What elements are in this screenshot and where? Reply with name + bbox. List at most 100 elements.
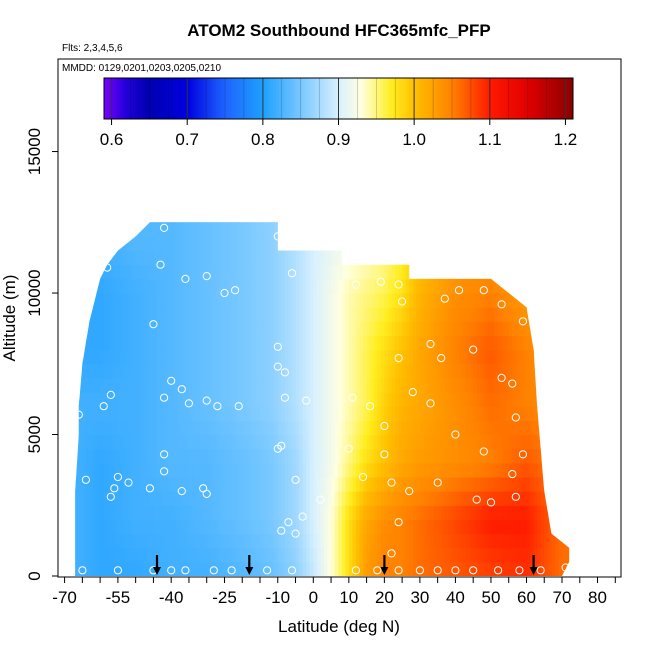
field-cell: [565, 236, 570, 252]
field-cell: [103, 236, 108, 252]
field-cell: [284, 561, 290, 577]
field-cell: [466, 505, 471, 521]
field-cell: [508, 222, 513, 223]
field-cell: [466, 434, 471, 450]
field-cell: [288, 519, 293, 535]
field-cell: [483, 335, 488, 351]
field-cell: [487, 476, 492, 492]
field-cell: [437, 278, 442, 294]
field-cell: [387, 533, 393, 549]
field-cell: [132, 321, 137, 337]
field-cell: [341, 349, 346, 365]
field-cell: [103, 505, 108, 521]
field-cell: [405, 533, 410, 549]
field-cell: [458, 448, 464, 464]
field-cell: [185, 434, 190, 450]
field-cell: [455, 406, 460, 421]
field-cell: [206, 250, 211, 266]
field-cell: [451, 505, 457, 521]
field-cell: [515, 547, 520, 563]
field-cell: [462, 349, 467, 365]
field-cell: [565, 448, 570, 464]
field-cell: [121, 462, 126, 478]
field-cell: [210, 476, 215, 492]
field-cell: [281, 505, 286, 521]
field-cell: [508, 250, 513, 266]
field-cell: [512, 533, 517, 549]
field-cell: [231, 547, 236, 563]
field-cell: [306, 392, 311, 407]
field-cell: [153, 505, 158, 521]
field-cell: [210, 377, 215, 393]
field-cell: [341, 335, 346, 351]
field-cell: [458, 561, 464, 577]
field-cell: [505, 519, 510, 535]
field-cell: [178, 222, 183, 238]
field-cell: [149, 533, 155, 549]
field-cell: [238, 547, 243, 563]
field-cell: [192, 377, 197, 393]
field-cell: [185, 519, 190, 535]
field-cell: [451, 307, 457, 322]
field-cell: [494, 321, 499, 337]
field-cell: [220, 377, 226, 393]
field-cell: [217, 321, 222, 337]
field-cell: [75, 476, 76, 492]
field-cell: [562, 519, 567, 535]
field-cell: [448, 307, 453, 322]
field-cell: [458, 222, 464, 238]
field-cell: [85, 392, 91, 407]
field-cell: [533, 264, 538, 280]
field-cell: [206, 335, 211, 351]
field-cell: [274, 505, 279, 521]
field-cell: [391, 561, 396, 577]
field-cell: [245, 505, 250, 521]
field-cell: [132, 377, 137, 393]
field-cell: [526, 392, 531, 407]
field-cell: [483, 491, 488, 506]
colorbar-segment: [156, 78, 160, 119]
field-cell: [508, 519, 513, 535]
field-cell: [103, 491, 108, 506]
colorbar-segment: [533, 78, 538, 119]
field-cell: [441, 321, 446, 337]
field-cell: [267, 533, 272, 549]
field-cell: [320, 222, 325, 223]
colorbar-segment: [414, 78, 418, 119]
field-cell: [423, 363, 428, 379]
field-cell: [423, 250, 428, 266]
field-cell: [267, 561, 272, 577]
field-cell: [235, 505, 240, 521]
colorbar-segment: [390, 78, 394, 119]
field-cell: [469, 406, 474, 421]
field-cell: [132, 222, 137, 238]
field-cell: [455, 505, 460, 521]
field-cell: [469, 349, 474, 365]
field-cell: [562, 406, 567, 421]
colorbar-segment: [416, 78, 420, 119]
field-cell: [544, 434, 549, 450]
field-cell: [434, 278, 439, 294]
field-cell: [96, 491, 101, 506]
field-cell: [551, 392, 556, 407]
field-cell: [437, 476, 442, 492]
field-cell: [224, 434, 229, 450]
field-cell: [139, 533, 144, 549]
colorbar: 0.6 0.7 0.8 0.9 1.0 1.1 1.2: [100, 77, 577, 149]
field-cell: [252, 222, 258, 238]
field-cell: [121, 491, 126, 506]
field-cell: [370, 547, 375, 563]
field-cell: [306, 561, 311, 577]
field-cell: [355, 434, 361, 450]
field-cell: [480, 476, 485, 492]
field-cell: [213, 547, 218, 563]
colorbar-segment: [223, 78, 227, 119]
field-cell: [135, 377, 140, 393]
field-cell: [231, 476, 236, 492]
field-cell: [299, 434, 304, 450]
field-cell: [121, 293, 126, 308]
field-cell: [132, 222, 137, 223]
field-cell: [85, 307, 91, 322]
field-cell: [558, 448, 563, 464]
field-cell: [366, 377, 371, 393]
